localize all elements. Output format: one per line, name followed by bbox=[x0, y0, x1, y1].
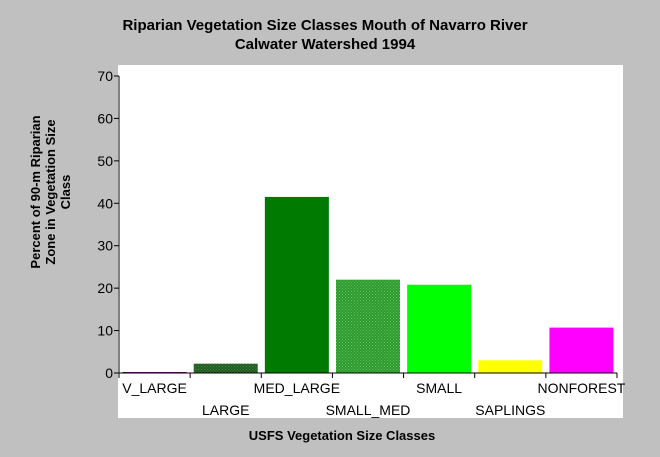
y-tick-label: 70 bbox=[97, 68, 113, 84]
x-axis: V_LARGE LARGE MED_LARGE SMALL_MED SMALL SAPLI… bbox=[118, 372, 626, 418]
bar-saplings bbox=[478, 360, 543, 373]
y-axis-title-line3: Class bbox=[58, 175, 73, 210]
y-tick-label: 20 bbox=[97, 280, 113, 296]
x-tick-label: SAPLINGS bbox=[475, 402, 545, 418]
bars-group bbox=[122, 196, 614, 373]
y-tick-label: 0 bbox=[105, 365, 113, 381]
bar-med-large bbox=[264, 196, 329, 373]
y-axis-title: Percent of 90-m Riparian Zone in Vegetat… bbox=[28, 115, 73, 268]
x-tick-label: LARGE bbox=[202, 402, 249, 418]
bar-large bbox=[193, 363, 258, 373]
bar-small bbox=[407, 284, 472, 373]
x-tick-label: NONFOREST bbox=[537, 380, 625, 396]
y-tick-label: 40 bbox=[97, 195, 113, 211]
y-axis-title-line2: Zone in Vegetation Size bbox=[43, 119, 58, 264]
x-axis-title: USFS Vegetation Size Classes bbox=[249, 428, 435, 443]
y-axis: 0 10 20 30 40 50 60 70 bbox=[97, 68, 120, 381]
y-axis-title-line1: Percent of 90-m Riparian bbox=[28, 115, 43, 268]
chart-title-line1: Riparian Vegetation Size Classes Mouth o… bbox=[122, 17, 527, 34]
bar-nonforest bbox=[549, 327, 614, 373]
x-tick-label: SMALL_MED bbox=[326, 402, 411, 418]
x-tick-label: V_LARGE bbox=[122, 380, 187, 396]
x-tick-label: MED_LARGE bbox=[254, 380, 340, 396]
y-tick-label: 30 bbox=[97, 238, 113, 254]
x-tick-label: SMALL bbox=[416, 380, 462, 396]
y-tick-label: 60 bbox=[97, 110, 113, 126]
y-tick-label: 10 bbox=[97, 323, 113, 339]
y-tick-label: 50 bbox=[97, 153, 113, 169]
chart-title-line2: Calwater Watershed 1994 bbox=[235, 36, 416, 53]
bar-small-med bbox=[336, 279, 400, 373]
